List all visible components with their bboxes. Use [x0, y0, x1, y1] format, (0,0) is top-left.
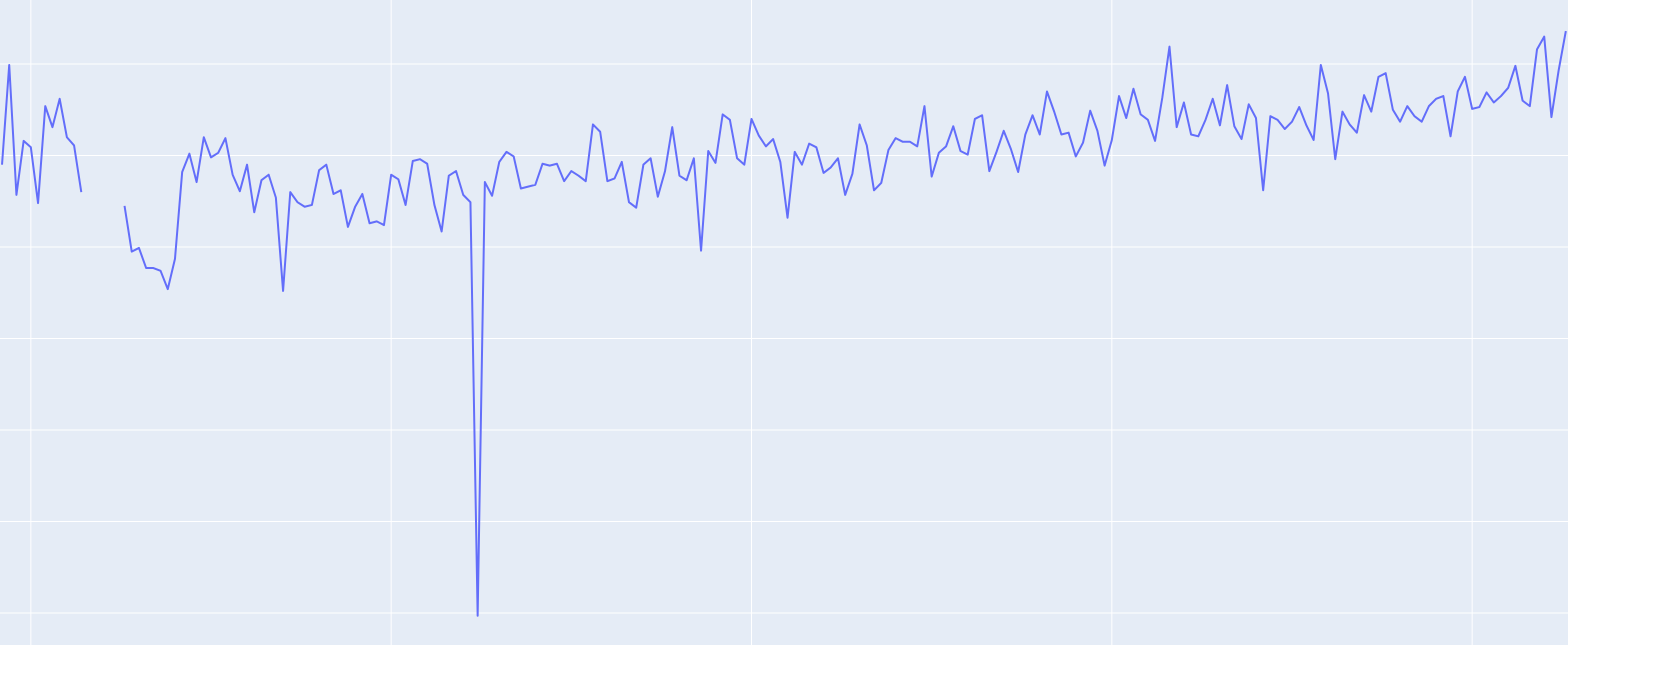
data-line [1, 30, 1567, 617]
plot-area [0, 0, 1568, 645]
